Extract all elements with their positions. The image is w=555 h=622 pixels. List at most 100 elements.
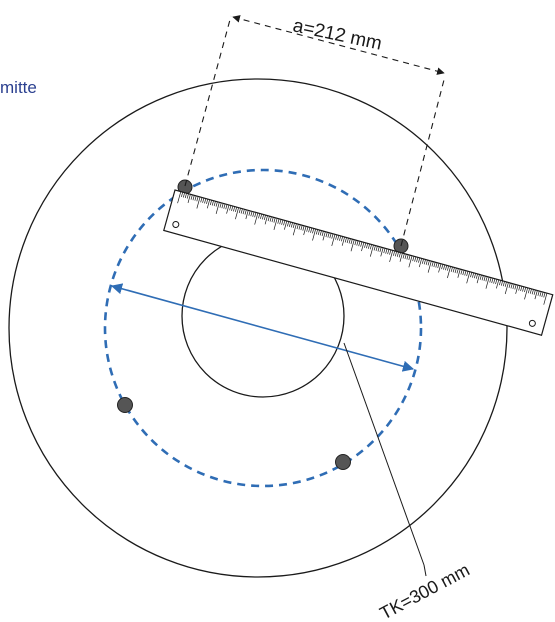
- diameter-arrow: [110, 283, 415, 372]
- ruler-tick: [393, 250, 396, 256]
- ruler-tick: [441, 264, 444, 270]
- ruler-tick: [534, 290, 538, 300]
- outer-rim: [8, 78, 508, 578]
- ruler-tick: [375, 246, 378, 252]
- bolt-circle: [103, 168, 423, 488]
- ruler-tick: [190, 194, 193, 200]
- ruler-tick: [399, 252, 403, 262]
- ruler-tick: [348, 238, 351, 244]
- ruler-tick: [387, 249, 390, 255]
- ruler: [163, 189, 554, 336]
- ruler-tick: [369, 244, 372, 250]
- ruler-tick: [361, 242, 365, 252]
- bolt-hole: [117, 397, 133, 413]
- ruler-tick: [226, 204, 230, 214]
- ruler-tick: [215, 202, 220, 214]
- ruler-tick: [182, 192, 185, 198]
- ruler-tick: [271, 217, 274, 223]
- ruler-tick: [245, 210, 249, 220]
- ruler-tick: [466, 271, 471, 284]
- ruler-tick: [321, 231, 324, 237]
- ruler-tick: [254, 212, 259, 225]
- leader-line-tail: [423, 564, 427, 577]
- leader-line: [343, 342, 425, 566]
- ruler-tick: [396, 251, 399, 257]
- ruler-tick: [520, 286, 523, 292]
- ruler-tick: [292, 223, 295, 229]
- ruler-tick: [283, 220, 286, 226]
- ruler-tick: [292, 223, 297, 236]
- ruler-tick: [462, 270, 465, 276]
- ruler-hole: [172, 220, 180, 228]
- ruler-tick: [543, 292, 546, 298]
- ruler-tick: [341, 236, 345, 246]
- ruler-tick: [437, 263, 440, 269]
- ruler-tick: [196, 196, 199, 202]
- ruler-tick: [269, 216, 272, 222]
- ruler-tick: [229, 205, 232, 211]
- ruler-tick: [358, 241, 361, 247]
- ruler-tick: [515, 285, 519, 294]
- ruler-tick: [240, 208, 243, 214]
- ruler-tick: [423, 259, 426, 265]
- ruler-tick: [495, 279, 498, 285]
- ruler-tick: [356, 240, 359, 246]
- ruler-tick: [447, 266, 451, 279]
- ruler-tick: [485, 277, 490, 289]
- ruler-tick: [329, 233, 332, 239]
- ruler-body: [163, 189, 554, 336]
- ruler-tick: [288, 221, 291, 227]
- ruler-tick: [273, 218, 278, 230]
- ruler-tick: [298, 224, 301, 230]
- ruler-tick: [335, 234, 338, 240]
- ruler-tick: [238, 208, 241, 214]
- ruler-tick: [300, 225, 303, 231]
- ruler-tick: [340, 236, 344, 242]
- ruler-tick: [514, 284, 517, 290]
- ruler-tick: [483, 275, 486, 281]
- distance-label: a=212 mm: [291, 15, 384, 54]
- ruler-tick: [219, 202, 222, 208]
- ruler-tick: [499, 280, 502, 286]
- ruler-tick: [464, 270, 467, 276]
- ruler-tick: [196, 196, 201, 209]
- ruler-tick: [438, 263, 442, 273]
- ruler-tick: [206, 198, 209, 204]
- ruler-tick: [402, 253, 405, 259]
- ruler-tick: [364, 242, 367, 248]
- ruler-tick: [267, 216, 270, 222]
- ruler-tick: [354, 240, 357, 246]
- ruler-tick: [192, 195, 195, 201]
- ruler-tick: [524, 287, 527, 293]
- ruler-tick: [512, 283, 515, 289]
- ruler-tick: [502, 281, 505, 287]
- ruler-tick: [202, 197, 205, 203]
- ruler-tick: [433, 262, 436, 268]
- ruler-tick: [445, 265, 448, 271]
- ruler-tick: [431, 261, 434, 267]
- ruler-tick: [211, 200, 214, 206]
- ruler-tick: [427, 260, 430, 266]
- ruler-tick: [398, 252, 401, 258]
- ruler-tick: [414, 256, 417, 262]
- ruler-tick: [543, 293, 548, 305]
- ruler-tick: [389, 250, 394, 263]
- ruler-tick: [369, 244, 374, 257]
- ruler-tick: [377, 246, 380, 252]
- ruler-tick: [491, 278, 494, 284]
- extension-line: [400, 75, 446, 247]
- ruler-tick: [452, 267, 455, 273]
- ruler-tick: [234, 207, 238, 213]
- ruler-tick: [339, 235, 342, 241]
- ruler-tick: [476, 274, 480, 284]
- ruler-tick: [279, 219, 282, 225]
- ruler-tick: [418, 258, 423, 268]
- ruler-tick: [473, 273, 476, 279]
- ruler-tick: [281, 219, 284, 225]
- ruler-tick: [250, 211, 253, 217]
- dimension-arrow: [232, 15, 445, 75]
- ruler-tick: [408, 255, 413, 268]
- ruler-tick: [508, 282, 511, 288]
- ruler-tick: [485, 276, 488, 282]
- ruler-tick: [527, 288, 530, 294]
